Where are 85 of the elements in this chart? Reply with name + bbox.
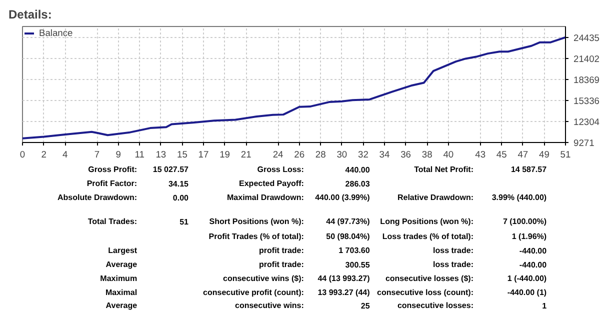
text: Gross Loss:	[257, 165, 304, 174]
x-tick-label: 34	[379, 150, 390, 160]
text: 25	[360, 302, 370, 310]
y-tick-label: 15336	[574, 96, 600, 106]
x-tick-label: 15	[177, 150, 188, 160]
x-tick-label: 28	[315, 150, 326, 160]
y-tick-label: 9271	[574, 138, 594, 148]
text: consecutive wins ($):	[223, 274, 304, 283]
text: 15 027.57	[152, 165, 190, 174]
x-tick-label: 4	[62, 150, 68, 160]
legend-label: Balance	[39, 28, 73, 38]
x-tick-label: 51	[560, 150, 571, 160]
text: Total Trades:	[88, 217, 138, 226]
text: 440.00	[345, 166, 370, 174]
y-tick-label: 12304	[574, 116, 600, 127]
text: consecutive wins:	[235, 301, 304, 310]
x-tick-label: 36	[400, 150, 411, 160]
x-tick-label: 17	[198, 150, 209, 160]
x-tick-label: 2	[41, 150, 46, 160]
text: Average	[106, 301, 138, 310]
x-tick-label: 7	[94, 150, 100, 160]
text: 13 993.27 (44)	[318, 288, 370, 297]
x-tick-label: 13	[156, 150, 166, 160]
x-tick-label: 47	[518, 150, 528, 160]
text: 7 (100.00%)	[502, 217, 547, 226]
text: 50 (98.04%)	[326, 232, 370, 241]
text: Total Net Profit:	[414, 165, 474, 174]
text: profit trade:	[259, 246, 304, 255]
text: Maximum	[100, 274, 138, 283]
text: loss trade:	[433, 260, 474, 269]
text: 1 (1.96%)	[512, 232, 547, 241]
text: consecutive profit (count):	[203, 288, 304, 297]
x-tick-label: 9	[116, 150, 121, 160]
text: 3.99% (440.00)	[492, 193, 547, 202]
text: 1 (-440.00)	[507, 274, 547, 283]
x-tick-label: 49	[539, 150, 550, 160]
text: Long Positions (won %):	[380, 217, 474, 226]
text: 44 (13 993.27)	[318, 274, 370, 283]
text: Profit Trades (% of total):	[208, 232, 304, 241]
text: 440.00 (3.99%)	[315, 193, 370, 202]
x-tick-label: 32	[358, 150, 368, 160]
text: Loss trades (% of total):	[382, 232, 474, 241]
chart-title: Details:	[8, 8, 52, 22]
x-tick-label: 21	[240, 150, 252, 160]
text: loss trade:	[433, 246, 474, 255]
y-tick-label: 18369	[574, 74, 600, 85]
y-tick-label: 21402	[574, 54, 600, 64]
text: -440.00 (1)	[507, 288, 547, 297]
text: consecutive losses:	[397, 301, 474, 310]
x-tick-label: 26	[294, 150, 305, 160]
text: Short Positions (won %):	[209, 217, 304, 226]
text: 1	[542, 302, 548, 310]
text: Relative Drawdown:	[397, 193, 474, 202]
text: 44 (97.73%)	[326, 217, 370, 226]
text: 0.00	[172, 194, 190, 202]
text: 300.55	[345, 260, 370, 270]
x-tick-label: 43	[475, 150, 486, 160]
x-tick-label: 40	[443, 150, 454, 160]
text: 34.15	[168, 180, 190, 188]
text: Profit Factor:	[86, 179, 138, 188]
text: profit trade:	[259, 260, 304, 269]
x-tick-label: 0	[20, 150, 26, 160]
text: consecutive loss (count):	[377, 288, 474, 297]
y-tick-label: 24435	[574, 32, 600, 43]
text: Absolute Drawdown:	[58, 193, 138, 202]
text: Maximal	[105, 288, 138, 297]
text: 14 587.57	[510, 165, 548, 174]
text: 1 703.60	[338, 246, 370, 255]
text: -440.00	[519, 246, 548, 256]
x-tick-label: 19	[220, 150, 230, 160]
text: consecutive losses ($):	[385, 274, 474, 283]
text: Gross Profit:	[88, 165, 138, 174]
x-tick-label: 45	[496, 150, 507, 160]
x-tick-label: 24	[272, 150, 284, 160]
text: Expected Payoff:	[239, 179, 304, 188]
text: Largest	[108, 246, 138, 255]
line-series	[22, 36, 566, 140]
x-tick-label: 30	[336, 150, 348, 160]
text: Maximal Drawdown:	[227, 193, 304, 202]
text: 51	[180, 218, 190, 226]
text: 286.03	[345, 180, 370, 188]
text: Average	[106, 260, 138, 269]
x-tick-label: 38	[422, 150, 432, 160]
text: -440.00	[519, 260, 548, 270]
x-tick-label: 11	[134, 150, 144, 160]
